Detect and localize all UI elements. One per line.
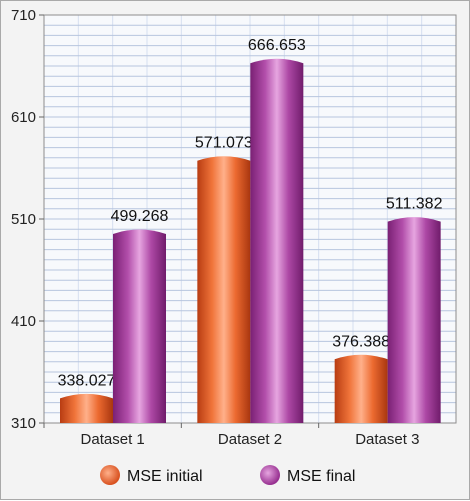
y-tick-label: 410: [11, 313, 36, 330]
bar: [113, 229, 166, 423]
bar: [197, 156, 251, 423]
legend-label: MSE final: [287, 468, 355, 485]
legend: MSE initial MSE final: [100, 465, 355, 485]
legend-label: MSE initial: [127, 468, 203, 485]
y-tick-label: 510: [11, 211, 36, 228]
bar: [60, 393, 113, 423]
data-label: 499.268: [111, 208, 169, 225]
x-tick-label: Dataset 2: [218, 431, 282, 448]
bar: [387, 217, 441, 423]
x-axis: Dataset 1 Dataset 2 Dataset 3: [43, 423, 419, 448]
data-label: 666.653: [248, 37, 306, 54]
bars: 338.027 571.073 376.388 499.268 666.653 511.3…: [58, 37, 443, 424]
x-tick-label: Dataset 1: [81, 431, 145, 448]
legend-marker: [100, 465, 120, 485]
legend-marker: [260, 465, 280, 485]
bar: [334, 354, 388, 423]
data-label: 511.382: [386, 196, 443, 213]
bar: [250, 58, 304, 424]
y-tick-label: 310: [11, 415, 36, 432]
y-tick-label: 610: [11, 109, 36, 126]
y-tick-label: 710: [11, 7, 36, 24]
y-axis: 310 410 510 610 710: [11, 7, 44, 432]
data-label: 338.027: [58, 372, 116, 389]
x-tick-label: Dataset 3: [355, 431, 419, 448]
data-label: 376.388: [332, 333, 390, 350]
data-label: 571.073: [195, 135, 253, 152]
